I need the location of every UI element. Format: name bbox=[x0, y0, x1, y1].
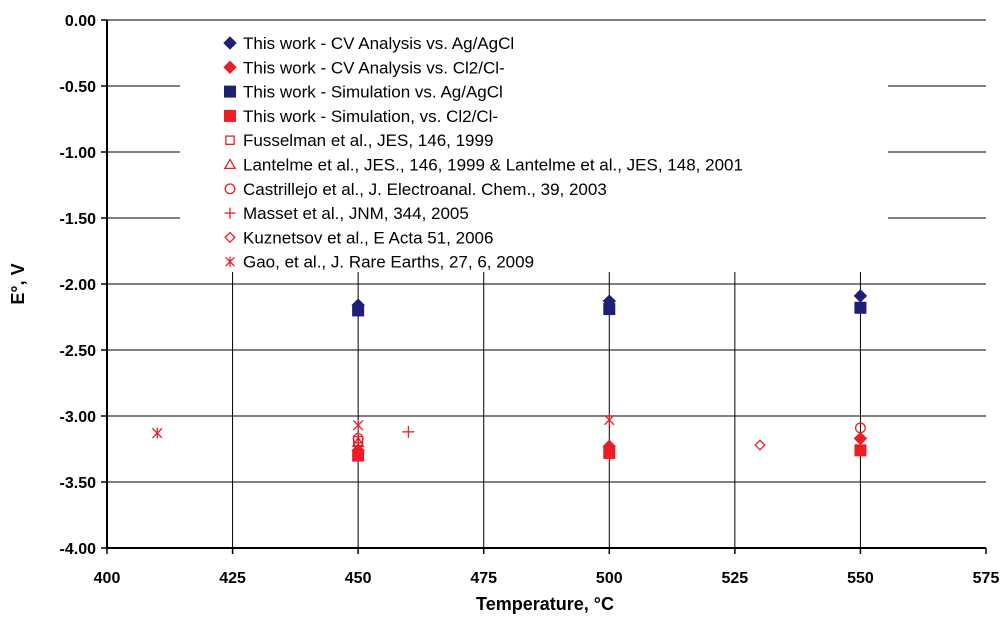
legend-marker bbox=[225, 256, 235, 267]
data-point bbox=[603, 446, 616, 459]
legend-marker bbox=[223, 158, 237, 170]
x-tick-label: 475 bbox=[470, 570, 497, 587]
y-tick-label: -4.00 bbox=[60, 541, 97, 558]
data-point bbox=[853, 289, 868, 303]
legend: This work - CV Analysis vs. Ag/AgCl This … bbox=[223, 34, 743, 272]
legend-marker bbox=[225, 135, 235, 145]
legend-label: Fusselman et al., JES, 146, 1999 bbox=[243, 131, 493, 150]
y-axis-title: E°, V bbox=[8, 263, 28, 304]
data-point bbox=[853, 431, 868, 446]
y-tick-label: -0.50 bbox=[60, 79, 97, 96]
legend-marker bbox=[223, 60, 237, 75]
data-point bbox=[402, 425, 415, 438]
data-point bbox=[352, 419, 364, 431]
data-point bbox=[854, 444, 867, 457]
x-tick-label: 525 bbox=[722, 570, 749, 587]
y-tick-label: -3.50 bbox=[60, 475, 97, 492]
y-tick-label: -1.00 bbox=[60, 145, 97, 162]
x-tick-label: 400 bbox=[94, 570, 121, 587]
legend-label: Gao, et al., J. Rare Earths, 27, 6, 2009 bbox=[243, 253, 534, 272]
tick-labels: 0.00 -0.50 -1.00 -1.50 -2.00 -2.50 -3.00 -3.50 -… bbox=[60, 13, 1000, 587]
legend-label: Castrillejo et al., J. Electroanal. Chem… bbox=[243, 180, 607, 199]
x-tick-label: 500 bbox=[596, 570, 623, 587]
legend-marker bbox=[224, 231, 236, 244]
legend-label: This work - CV Analysis vs. Ag/AgCl bbox=[243, 34, 514, 53]
data-point bbox=[754, 439, 766, 451]
y-tick-label: -2.00 bbox=[60, 277, 97, 294]
axes bbox=[101, 19, 987, 554]
legend-label: Kuznetsov et al., E Acta 51, 2006 bbox=[243, 228, 493, 247]
y-tick-label: -2.50 bbox=[60, 343, 97, 360]
data-point bbox=[352, 432, 364, 444]
y-tick-label: -3.00 bbox=[60, 409, 97, 426]
legend-label: Lantelme et al., JES., 146, 1999 & Lante… bbox=[243, 156, 743, 175]
legend-marker bbox=[224, 207, 236, 219]
y-tick-label: 0.00 bbox=[65, 13, 96, 30]
data-point bbox=[352, 449, 365, 462]
legend-marker bbox=[224, 109, 236, 122]
grid-lines bbox=[107, 19, 986, 549]
data-point bbox=[352, 304, 365, 317]
data-point bbox=[603, 303, 616, 316]
legend-marker bbox=[223, 36, 237, 50]
data-point bbox=[854, 301, 867, 314]
x-tick-label: 575 bbox=[973, 570, 1000, 587]
legend-label: This work - Simulation, vs. Cl2/Cl- bbox=[243, 107, 498, 126]
legend-marker bbox=[224, 85, 236, 98]
x-tick-label: 450 bbox=[345, 570, 372, 587]
legend-label: Masset et al., JNM, 344, 2005 bbox=[243, 204, 469, 223]
data-points bbox=[151, 289, 868, 462]
x-axis-title: Temperature, °C bbox=[476, 594, 614, 614]
y-tick-label: -1.50 bbox=[60, 211, 97, 228]
data-point bbox=[151, 427, 163, 439]
legend-label: This work - CV Analysis vs. Cl2/Cl- bbox=[243, 58, 505, 77]
legend-marker bbox=[224, 183, 236, 195]
legend-label: This work - Simulation vs. Ag/AgCl bbox=[243, 83, 503, 102]
x-tick-label: 425 bbox=[219, 570, 246, 587]
data-point bbox=[604, 414, 615, 426]
x-tick-label: 550 bbox=[847, 570, 874, 587]
